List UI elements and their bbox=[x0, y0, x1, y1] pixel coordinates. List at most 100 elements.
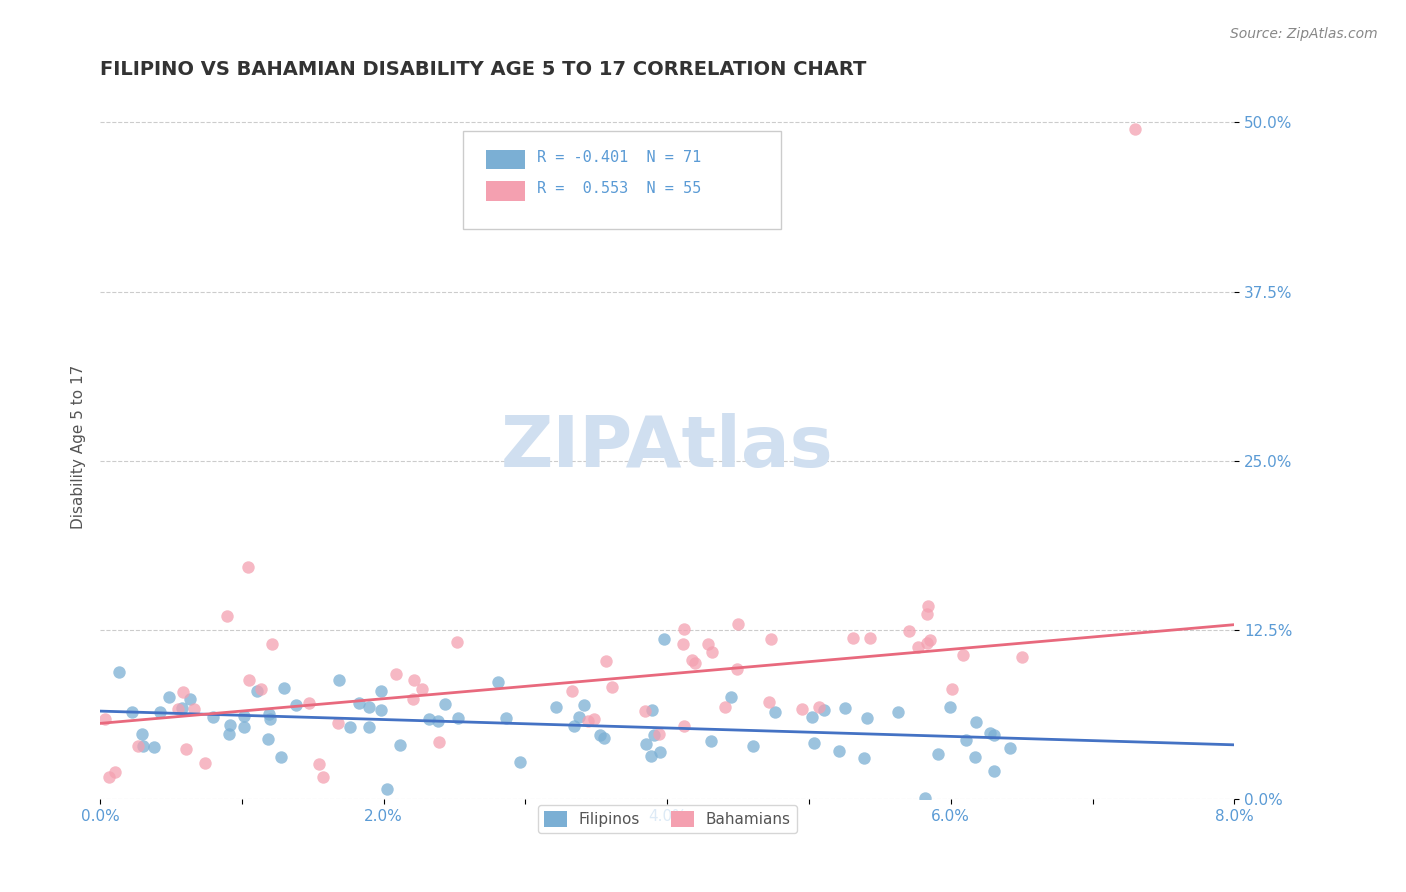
Point bbox=[446, 635, 468, 649]
Point bbox=[652, 632, 675, 647]
Point bbox=[979, 726, 1001, 740]
Point bbox=[917, 599, 939, 613]
Point bbox=[427, 735, 450, 749]
Point bbox=[447, 711, 470, 725]
Point bbox=[104, 764, 127, 779]
Point bbox=[699, 734, 721, 748]
Point bbox=[897, 624, 920, 639]
Point bbox=[131, 727, 153, 741]
Point bbox=[370, 683, 392, 698]
Point bbox=[852, 751, 875, 765]
Point bbox=[246, 683, 269, 698]
Y-axis label: Disability Age 5 to 17: Disability Age 5 to 17 bbox=[72, 365, 86, 529]
Point bbox=[725, 662, 748, 676]
Point bbox=[672, 622, 695, 636]
Point bbox=[97, 770, 120, 784]
Point bbox=[641, 703, 664, 717]
Point bbox=[758, 695, 780, 709]
Point bbox=[595, 654, 617, 668]
Point bbox=[259, 712, 281, 726]
Bar bbox=[485, 181, 526, 201]
Point bbox=[915, 607, 938, 621]
Point bbox=[927, 747, 949, 761]
Point bbox=[600, 680, 623, 694]
Point bbox=[938, 699, 960, 714]
Point bbox=[183, 702, 205, 716]
Point bbox=[257, 706, 280, 721]
Point bbox=[404, 673, 426, 687]
Point bbox=[790, 702, 813, 716]
Point bbox=[172, 685, 194, 699]
Point bbox=[546, 700, 568, 714]
Point bbox=[856, 711, 879, 725]
Point bbox=[121, 705, 143, 719]
Point bbox=[914, 791, 936, 805]
Point bbox=[411, 681, 433, 696]
Text: ZIPAtlas: ZIPAtlas bbox=[501, 413, 834, 482]
Point bbox=[426, 714, 449, 729]
Point bbox=[828, 744, 851, 758]
Point bbox=[312, 770, 335, 784]
Point bbox=[589, 728, 612, 742]
Point bbox=[859, 632, 882, 646]
Point bbox=[142, 739, 165, 754]
Point bbox=[683, 657, 706, 671]
Point bbox=[807, 700, 830, 714]
Point bbox=[308, 757, 330, 772]
Text: R = -0.401  N = 71: R = -0.401 N = 71 bbox=[537, 150, 702, 165]
Text: FILIPINO VS BAHAMIAN DISABILITY AGE 5 TO 17 CORRELATION CHART: FILIPINO VS BAHAMIAN DISABILITY AGE 5 TO… bbox=[100, 60, 866, 78]
Point bbox=[370, 703, 392, 717]
Point bbox=[697, 637, 720, 651]
Point bbox=[194, 756, 217, 771]
Point bbox=[174, 741, 197, 756]
Point bbox=[887, 706, 910, 720]
Point bbox=[132, 739, 155, 753]
Point bbox=[298, 696, 321, 710]
Point bbox=[256, 732, 278, 747]
Point bbox=[434, 698, 457, 712]
Point bbox=[681, 653, 703, 667]
Point bbox=[166, 702, 188, 716]
Point bbox=[998, 740, 1021, 755]
Point bbox=[562, 719, 585, 733]
Point bbox=[401, 691, 423, 706]
Text: Source: ZipAtlas.com: Source: ZipAtlas.com bbox=[1230, 27, 1378, 41]
Point bbox=[582, 712, 605, 726]
Point bbox=[218, 727, 240, 741]
Point bbox=[157, 690, 180, 705]
Point bbox=[219, 718, 242, 732]
Point bbox=[727, 616, 749, 631]
Point bbox=[170, 700, 193, 714]
Point bbox=[238, 560, 260, 574]
Point bbox=[636, 737, 658, 751]
Point bbox=[127, 739, 149, 753]
Point bbox=[800, 710, 823, 724]
Point bbox=[640, 748, 662, 763]
Point bbox=[232, 720, 254, 734]
Point bbox=[634, 704, 657, 718]
Point bbox=[1123, 122, 1146, 136]
Point bbox=[486, 675, 509, 690]
Point bbox=[941, 682, 963, 697]
Point bbox=[572, 698, 595, 713]
Point bbox=[834, 701, 856, 715]
Point bbox=[842, 631, 865, 645]
Point bbox=[983, 727, 1005, 741]
Point bbox=[284, 698, 307, 712]
Point bbox=[357, 700, 380, 714]
Point bbox=[720, 690, 742, 704]
Point bbox=[763, 705, 786, 719]
Point bbox=[339, 720, 361, 734]
Point bbox=[915, 635, 938, 649]
Point bbox=[232, 709, 254, 723]
Point bbox=[94, 712, 117, 726]
Point bbox=[568, 710, 591, 724]
Point bbox=[918, 632, 941, 647]
Point bbox=[250, 681, 273, 696]
Point bbox=[643, 728, 665, 742]
Point bbox=[648, 745, 671, 759]
Point bbox=[965, 714, 987, 729]
FancyBboxPatch shape bbox=[463, 130, 780, 229]
Point bbox=[377, 782, 399, 797]
Point bbox=[983, 764, 1005, 778]
